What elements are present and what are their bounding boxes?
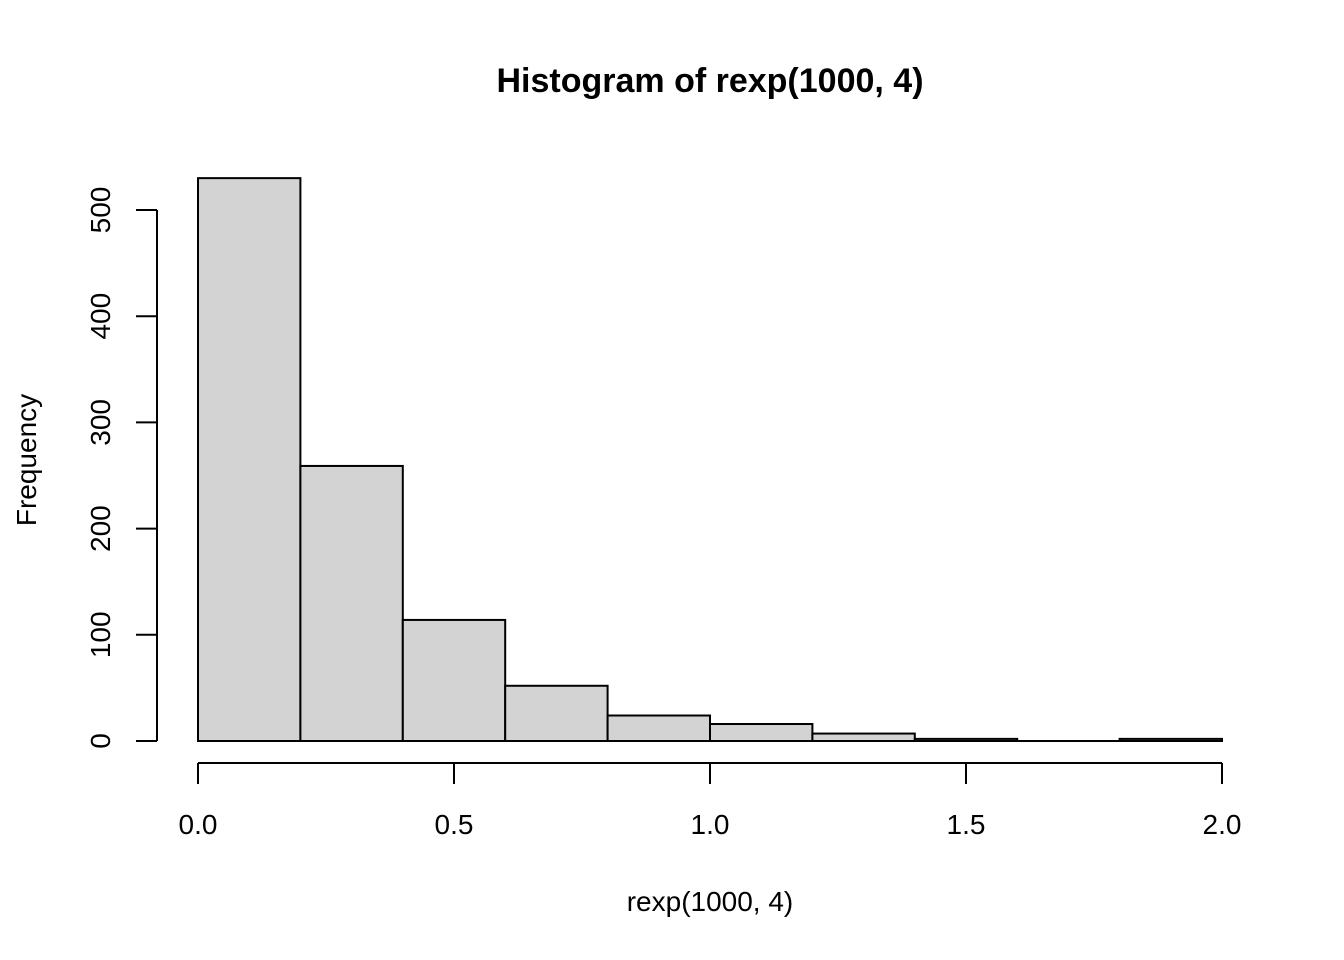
y-tick-label: 500 [85,187,116,234]
chart-title: Histogram of rexp(1000, 4) [496,62,923,100]
y-tick-label: 400 [85,293,116,340]
y-axis: 0 100 200 300 400 500 [85,187,158,749]
bars-group [197,177,1223,743]
y-tick-label: 100 [85,611,116,658]
histogram-bar [197,177,302,742]
y-tick-label: 200 [85,505,116,552]
histogram-bar [299,464,404,742]
histogram-bar [401,618,507,743]
y-axis-label: Frequency [11,394,42,526]
y-tick-label: 0 [85,733,116,749]
histogram-bar [606,714,711,743]
x-tick-label: 0.0 [179,809,218,840]
histogram-bar [1118,737,1223,742]
x-tick-label: 0.5 [435,809,474,840]
x-axis-label: rexp(1000, 4) [627,886,794,917]
x-tick-label: 2.0 [1203,809,1242,840]
x-tick-label: 1.0 [691,809,730,840]
x-tick-label: 1.5 [947,809,986,840]
y-tick-label: 300 [85,399,116,446]
histogram-bar [709,723,814,742]
histogram-bar [811,732,916,742]
histogram-bar [913,737,1019,742]
x-axis: 0.0 0.5 1.0 1.5 2.0 [179,762,1242,840]
histogram-bar [504,684,609,742]
